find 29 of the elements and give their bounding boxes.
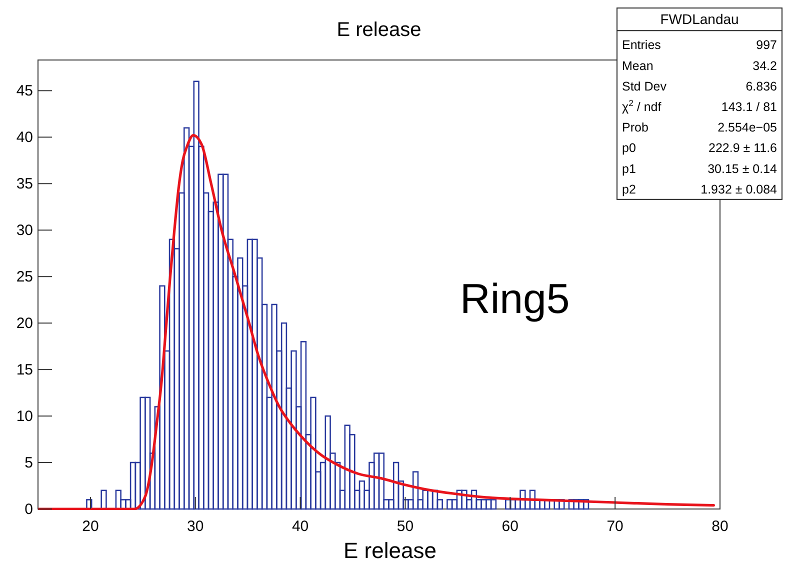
text: p1 30.15 ± 0.14 [622,162,777,176]
text: Entries 997 [622,38,777,52]
annotation: Ring5 [460,275,570,322]
y-tick-label: 20 [16,315,33,332]
y-tick-label: 35 [16,176,33,193]
y-tick-label: 45 [16,82,33,100]
y-tick-label: 40 [16,129,33,146]
x-tick-label: 30 [187,518,204,535]
y-tick-label: 15 [16,362,33,379]
text: Mean 34.2 [622,58,777,73]
y-tick-label: 25 [16,268,33,286]
y-tick-label: 30 [16,222,33,240]
x-tick-label: 50 [396,518,414,535]
x-tick-label: 40 [292,518,309,535]
chart-title: E release [336,19,422,41]
text: χ$^{2}$ / ndf 143.1 / 81 [622,98,777,114]
text: p2 1.932 ± 0.084 [622,182,777,196]
text: Prob 2.554e−05 [622,120,777,135]
x-tick-label: 80 [712,518,728,535]
x-tick-label: 60 [502,518,518,535]
text: Std Dev 6.836 [622,79,777,94]
x-tick-label: 20 [82,518,99,535]
y-tick-label: 10 [16,408,33,426]
text: FWDLandau [660,11,739,27]
y-tick-label: 5 [24,454,33,472]
x-tick-label: 70 [606,518,624,535]
text: p0 222.9 ± 11.6 [622,141,777,156]
y-tick-label: 0 [24,501,33,518]
x-axis-title: E release [344,538,436,563]
